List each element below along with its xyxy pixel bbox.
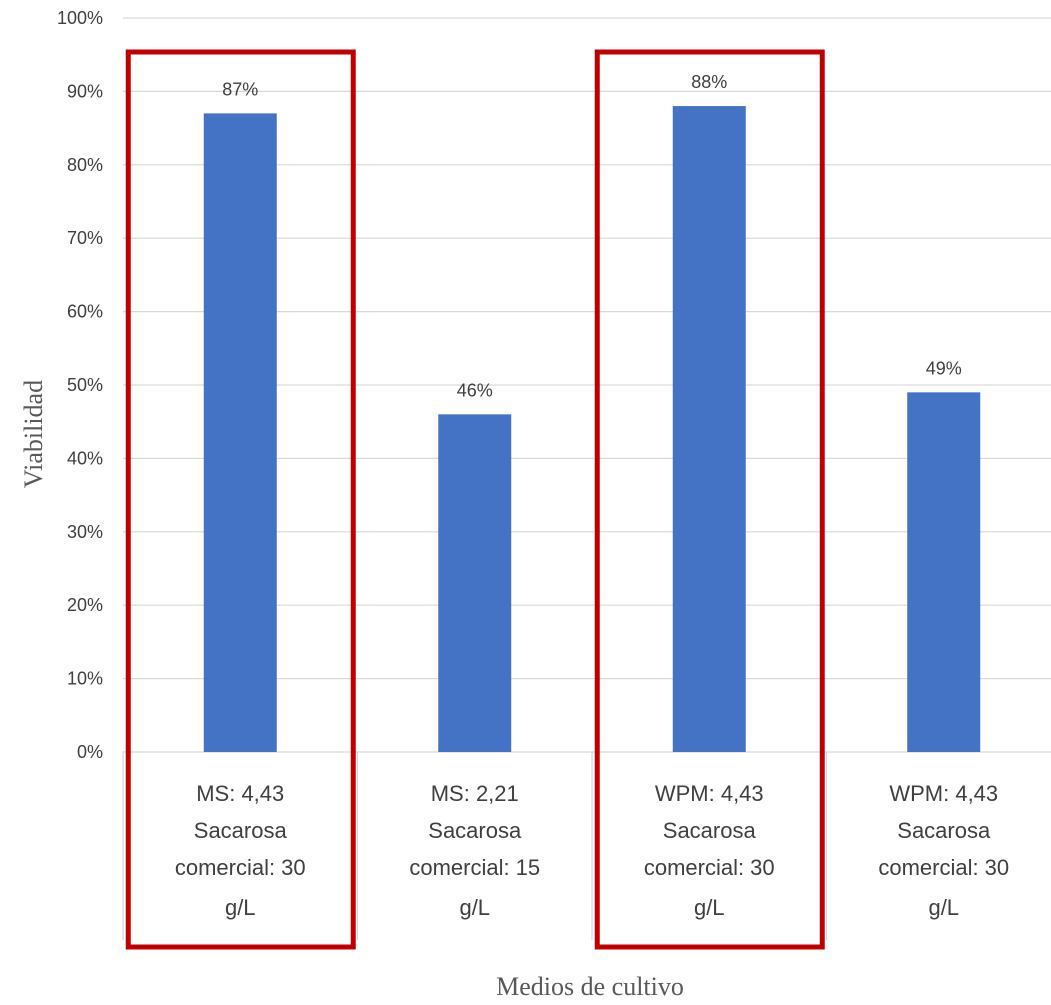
highlight-boxes [125, 49, 825, 950]
y-tick-label: 90% [67, 81, 103, 101]
y-tick-label: 40% [67, 448, 103, 468]
data-label: 88% [691, 72, 727, 92]
y-tick-label: 60% [67, 302, 103, 322]
category-label: Sacarosa [428, 818, 522, 843]
category-label: MS: 4,43 [196, 781, 284, 806]
bar [438, 414, 512, 752]
data-label: 46% [457, 380, 493, 400]
category-separators [122, 752, 828, 940]
gridlines [123, 17, 1051, 753]
data-labels: 87% 46% 88% 49% [222, 72, 962, 400]
highlight-box [594, 49, 825, 950]
bar [672, 106, 746, 752]
x-axis-title: Medios de cultivo [496, 972, 684, 1001]
y-axis-ticks: 0% 10% 20% 30% 40% 50% 60% 70% 80% 90% 100% [57, 8, 103, 762]
y-tick-label: 100% [57, 8, 103, 28]
data-label: 49% [926, 358, 962, 378]
category-label: comercial: 30 [175, 855, 306, 880]
category-unit-label: g/L [459, 895, 490, 920]
y-tick-label: 30% [67, 522, 103, 542]
category-unit-label: g/L [928, 895, 959, 920]
highlight-box [125, 49, 356, 950]
y-tick-label: 0% [77, 742, 103, 762]
y-tick-label: 10% [67, 669, 103, 689]
y-axis-title: Viabilidad [19, 380, 48, 488]
category-label: Sacarosa [194, 818, 288, 843]
y-tick-label: 50% [67, 375, 103, 395]
category-label: WPM: 4,43 [889, 781, 998, 806]
category-label: Sacarosa [663, 818, 757, 843]
category-label: comercial: 30 [644, 855, 775, 880]
y-tick-label: 80% [67, 155, 103, 175]
y-tick-label: 70% [67, 228, 103, 248]
data-label: 87% [222, 79, 258, 99]
bar [203, 113, 277, 753]
category-unit-label: g/L [694, 895, 725, 920]
category-label: MS: 2,21 [431, 781, 519, 806]
category-label: comercial: 15 [409, 855, 540, 880]
category-label: WPM: 4,43 [655, 781, 764, 806]
bar [907, 392, 981, 752]
category-label: comercial: 30 [878, 855, 1009, 880]
category-labels: MS: 4,43 Sacarosa comercial: 30 g/L MS: 2,21… [175, 781, 1009, 920]
category-label: Sacarosa [897, 818, 991, 843]
bars [203, 106, 981, 753]
y-tick-label: 20% [67, 595, 103, 615]
category-unit-label: g/L [225, 895, 256, 920]
